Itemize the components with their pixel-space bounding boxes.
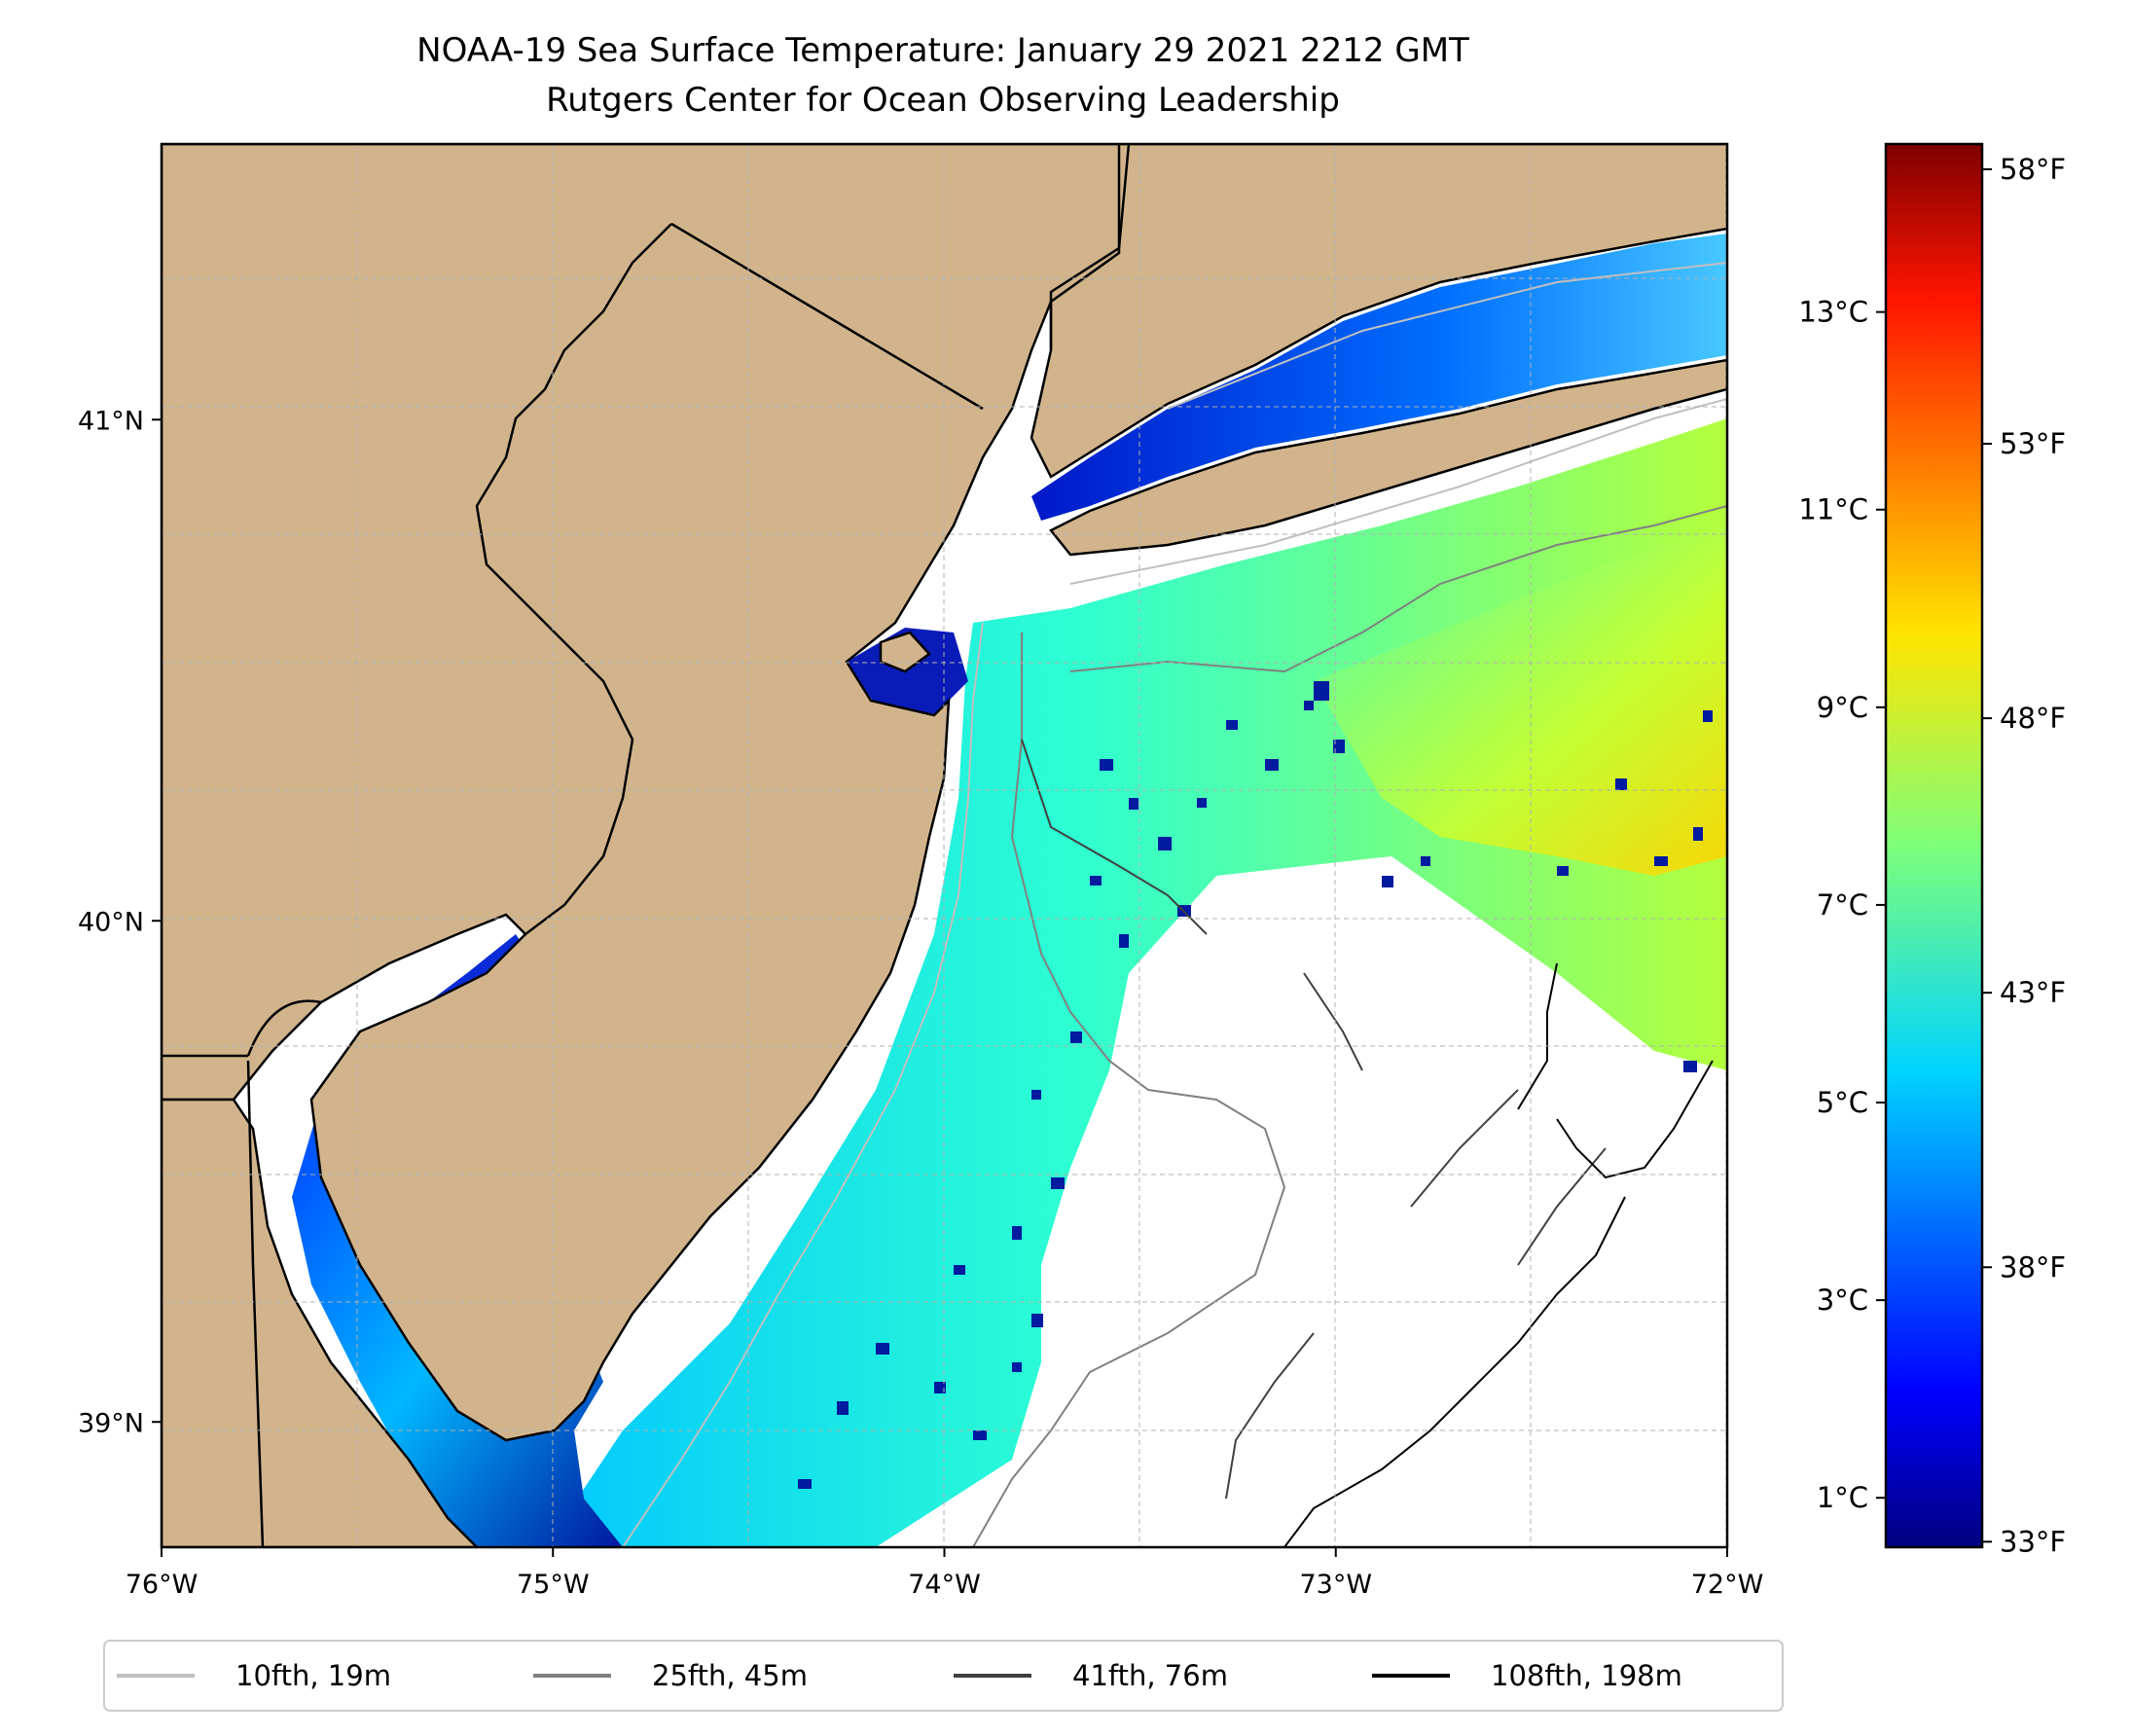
- legend-entries: 10fth, 19m 25fth, 45m 41fth, 76m 108fth, 19…: [117, 1659, 1682, 1692]
- isobath-45m: [972, 505, 1727, 1547]
- sst-long-island-sound: [1031, 234, 1727, 521]
- legend-label: 108fth, 198m: [1491, 1659, 1682, 1692]
- land-long-island: [1049, 358, 1727, 557]
- x-axis-ticks: 76°W 75°W 74°W 73°W 72°W: [126, 1547, 1764, 1600]
- x-tick-label: 76°W: [126, 1570, 199, 1600]
- legend-label: 41fth, 76m: [1072, 1659, 1228, 1692]
- chart-title-line2: Rutgers Center for Ocean Observing Leade…: [546, 81, 1340, 120]
- chart-title-line1: NOAA-19 Sea Surface Temperature: January…: [416, 31, 1469, 70]
- x-tick-label: 72°W: [1691, 1570, 1764, 1600]
- isobath-198m: [1283, 962, 1714, 1547]
- isobath-19m: [622, 262, 1727, 1547]
- colorbar-celsius-label: 3°C: [1817, 1284, 1868, 1317]
- border-ny-nj: [670, 222, 984, 411]
- border-pa-nj-river: [475, 223, 672, 935]
- x-tick-label: 73°W: [1299, 1570, 1372, 1600]
- legend-box: [103, 1640, 1784, 1712]
- colorbar-celsius-label: 11°C: [1798, 493, 1868, 526]
- map-area: [162, 144, 1727, 1547]
- colorbar-celsius-label: 13°C: [1798, 296, 1868, 329]
- isobaths: [622, 262, 1727, 1547]
- colorbar-celsius-label: 5°C: [1817, 1086, 1868, 1119]
- border-de-pa-arc: [246, 999, 322, 1057]
- colorbar-celsius-label: 7°C: [1817, 888, 1868, 922]
- colorbar-fahrenheit-label: 43°F: [2000, 976, 2066, 1009]
- legend: 10fth, 19m 25fth, 45m 41fth, 76m 108fth, 19…: [103, 1640, 1784, 1712]
- colorbar-fahrenheit-ticks: 33°F 38°F 43°F 48°F 53°F 58°F: [1982, 153, 2066, 1558]
- border-md-de: [246, 1060, 265, 1547]
- y-tick-label: 39°N: [78, 1408, 144, 1438]
- colorbar-celsius-label: 1°C: [1817, 1481, 1868, 1514]
- colorbar-celsius-ticks: 1°C 3°C 5°C 7°C 9°C 11°C 13°C: [1798, 296, 1886, 1514]
- state-borders: [162, 144, 1131, 1547]
- legend-label: 25fth, 45m: [652, 1659, 808, 1692]
- x-tick-label: 74°W: [908, 1570, 981, 1600]
- y-tick-label: 40°N: [78, 907, 144, 937]
- colorbar-fahrenheit-label: 48°F: [2000, 702, 2066, 735]
- colorbar-fahrenheit-label: 53°F: [2000, 427, 2066, 460]
- y-tick-label: 41°N: [78, 406, 144, 436]
- y-axis-ticks: 41°N 40°N 39°N: [78, 406, 162, 1438]
- x-tick-label: 75°W: [517, 1570, 590, 1600]
- colorbar-fahrenheit-label: 58°F: [2000, 153, 2066, 186]
- colorbar: 1°C 3°C 5°C 7°C 9°C 11°C 13°C 33°F 38°F 43°F 48°F…: [1798, 142, 2066, 1558]
- colorbar-gradient: [1884, 142, 1984, 1549]
- colorbar-celsius-label: 9°C: [1817, 691, 1868, 724]
- sst-raritan-bay: [847, 628, 968, 715]
- colorbar-fahrenheit-label: 33°F: [2000, 1525, 2066, 1558]
- legend-label: 10fth, 19m: [235, 1659, 391, 1692]
- border-ny-ct: [1049, 144, 1131, 350]
- isobath-76m: [1021, 739, 1607, 1500]
- colorbar-fahrenheit-label: 38°F: [2000, 1250, 2066, 1284]
- land: [162, 144, 1727, 1547]
